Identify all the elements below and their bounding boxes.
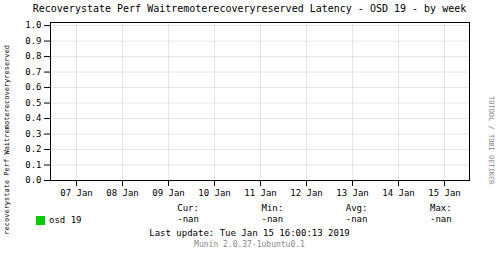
html-text:-nan: -nan (261, 214, 284, 224)
svg-text:0.5: 0.5 (25, 98, 41, 108)
html-text:Cur:: Cur: (177, 203, 199, 213)
html-text:-nan: -nan (177, 214, 199, 224)
svg-text:15 Jan: 15 Jan (428, 188, 461, 198)
svg-text:1.0: 1.0 (25, 20, 41, 30)
svg-text:0.8: 0.8 (25, 51, 41, 61)
html-text:-nan: -nan (430, 214, 452, 224)
svg-text:0.1: 0.1 (25, 160, 41, 170)
svg-text:10 Jan: 10 Jan (198, 188, 231, 198)
html-text:Last update: Tue Jan 15 16:00:: Last update: Tue Jan 15 16:00:13 2019 (149, 228, 350, 238)
html-text:Max:: Max: (430, 203, 452, 213)
svg-text:13 Jan: 13 Jan (336, 188, 369, 198)
svg-text:11 Jan: 11 Jan (244, 188, 277, 198)
svg-text:0.9: 0.9 (25, 36, 41, 46)
svg-text:0.7: 0.7 (25, 67, 41, 77)
html-text:Min:: Min: (261, 203, 284, 213)
html-text:Munin 2.0.37-1ubuntu0.1: Munin 2.0.37-1ubuntu0.1 (194, 240, 305, 249)
html-text:recoverystate Perf Waitremoter: recoverystate Perf Waitremoterecoveryres… (3, 45, 11, 235)
svg-text:12 Jan: 12 Jan (290, 188, 323, 198)
svg-text:0.4: 0.4 (25, 113, 41, 123)
svg-text:0.2: 0.2 (25, 144, 41, 154)
svg-text:08 Jan: 08 Jan (106, 188, 139, 198)
svg-text:09 Jan: 09 Jan (152, 188, 185, 198)
html-text:Avg:: Avg: (345, 203, 368, 213)
svg-text:0.6: 0.6 (25, 82, 41, 92)
svg-text:0.3: 0.3 (25, 129, 41, 139)
svg-text:14 Jan: 14 Jan (382, 188, 415, 198)
html-text:TOTOOL / TOBI OETIKER: TOTOOL / TOBI OETIKER (487, 95, 495, 185)
html-text:Recoverystate Perf Waitremoter: Recoverystate Perf Waitremoterecoveryres… (32, 3, 467, 14)
html-text:osd 19: osd 19 (49, 215, 82, 225)
svg-text:07 Jan: 07 Jan (60, 188, 93, 198)
html-text:-nan: -nan (345, 214, 368, 224)
svg-text:0.0: 0.0 (25, 175, 41, 185)
